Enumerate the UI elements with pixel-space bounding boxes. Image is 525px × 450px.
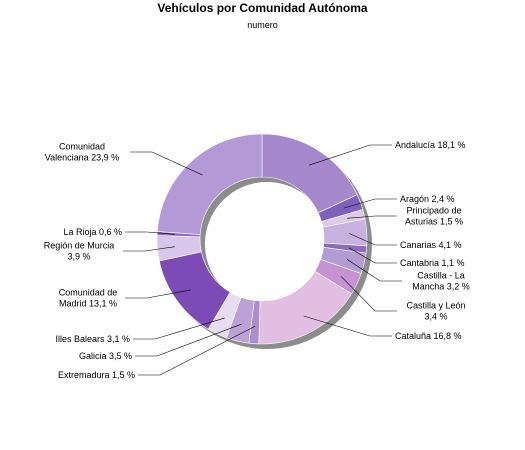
slice-label-7: Cataluña 16,8 % bbox=[395, 331, 462, 341]
leader-line-8 bbox=[138, 325, 256, 376]
leader-line-7 bbox=[303, 315, 392, 337]
chart-subtitle: numero bbox=[247, 20, 278, 30]
slice-label-0: Andalucía 18,1 % bbox=[395, 140, 466, 150]
chart-title: Vehículos por Comunidad Autónoma bbox=[157, 1, 368, 15]
leader-line-0 bbox=[308, 144, 392, 166]
leader-line-3 bbox=[349, 233, 397, 246]
slice-label-10: Illes Balears 3,1 % bbox=[55, 334, 130, 344]
leader-line-11 bbox=[125, 289, 191, 299]
leader-line-6 bbox=[340, 276, 397, 312]
leader-line-2 bbox=[347, 215, 397, 219]
slice-label-11: Comunidad de Madrid 13,1 % bbox=[59, 288, 118, 309]
slice-14 bbox=[156, 133, 263, 235]
leader-line-5 bbox=[346, 259, 402, 282]
leader-line-9 bbox=[135, 323, 242, 357]
slice-label-5: Castilla - La Mancha 3,2 % bbox=[412, 271, 470, 292]
leader-line-14 bbox=[130, 151, 203, 176]
slice-label-13: La Rioja 0,6 % bbox=[63, 227, 122, 237]
slice-label-9: Galicia 3,5 % bbox=[79, 351, 132, 361]
leader-line-13 bbox=[125, 231, 175, 235]
slice-label-4: Cantabria 1,1 % bbox=[400, 258, 465, 268]
leader-line-4 bbox=[348, 247, 397, 264]
slice-label-12: Región de Murcia 3,9 % bbox=[44, 241, 115, 262]
slice-label-8: Extremadura 1,5 % bbox=[58, 370, 135, 380]
slice-label-1: Aragón 2,4 % bbox=[400, 194, 455, 204]
leader-line-12 bbox=[123, 246, 175, 252]
slice-label-3: Canarias 4,1 % bbox=[400, 240, 462, 250]
slice-label-14: Comunidad Valenciana 23,9 % bbox=[45, 142, 119, 163]
slice-label-2: Principado de Asturias 1,5 % bbox=[405, 206, 463, 227]
leader-line-10 bbox=[133, 317, 225, 340]
leader-line-1 bbox=[343, 198, 397, 209]
slice-label-6: Castilla y León 3,4 % bbox=[406, 301, 465, 322]
